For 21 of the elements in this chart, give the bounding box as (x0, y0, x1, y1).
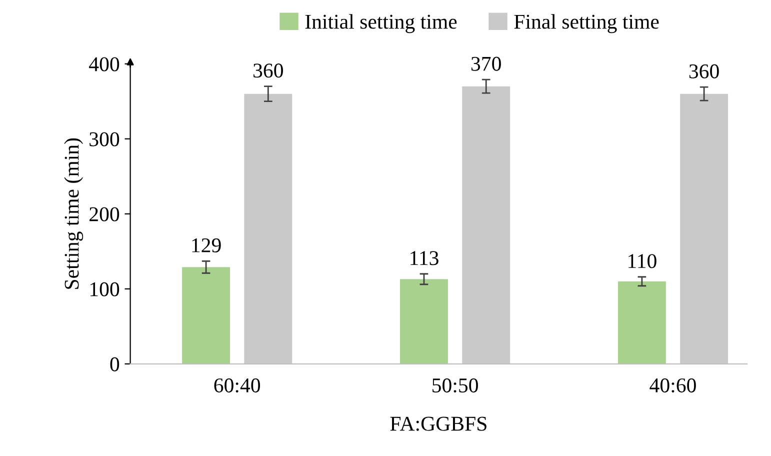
x-tick-label: 50:50 (432, 378, 478, 393)
y-tick-label: 400 (89, 57, 120, 72)
x-axis-title: FA:GGBFS (390, 416, 486, 431)
data-label: 360 (254, 64, 283, 78)
data-label: 113 (410, 251, 438, 266)
x-tick-label: 40:60 (650, 378, 696, 393)
y-axis-title: Setting time (min) (64, 138, 84, 289)
y-tick-label: 0 (110, 357, 120, 372)
data-label: 129 (192, 238, 221, 252)
bar (618, 281, 666, 364)
y-tick-label: 300 (90, 132, 120, 146)
y-tick-label: 100 (90, 282, 120, 296)
legend-label: Final setting time (514, 14, 659, 34)
legend-label: Initial setting time (305, 14, 457, 34)
y-tick-label: 200 (90, 207, 120, 222)
x-tick-label: 60:40 (214, 378, 260, 393)
data-label: 370 (471, 56, 501, 71)
data-label: 360 (689, 64, 719, 78)
bar (182, 267, 230, 364)
data-label: 110 (628, 254, 656, 268)
bar (400, 279, 448, 364)
